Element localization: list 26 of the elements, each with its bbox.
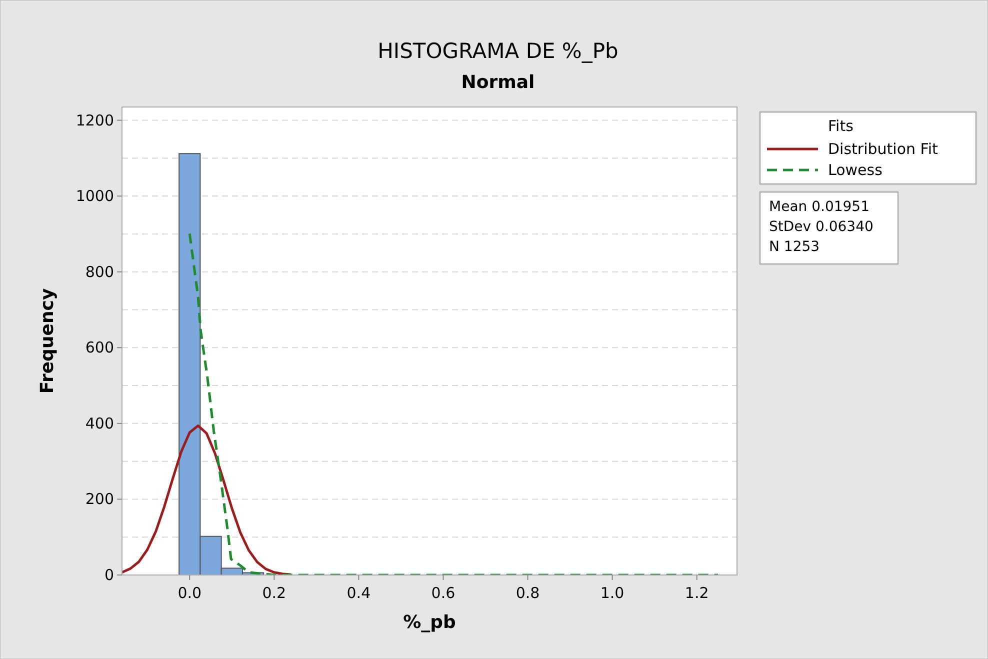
legend-label: Lowess: [828, 161, 883, 179]
y-tick-label: 1200: [76, 111, 114, 130]
y-tick-label: 200: [85, 490, 114, 508]
chart-subtitle: Normal: [461, 72, 535, 93]
x-tick-label: 0.4: [346, 584, 371, 602]
x-tick-label: 0.8: [516, 584, 540, 602]
chart-title: HISTOGRAMA DE %_Pb: [378, 39, 618, 63]
legend-title: Fits: [828, 117, 854, 135]
y-tick-label: 400: [85, 414, 114, 432]
x-tick-label: 1.2: [684, 584, 709, 602]
x-tick-label: 0.2: [262, 584, 286, 602]
line-series: [122, 424, 292, 575]
text: Mean 0.01951: [769, 199, 870, 215]
y-tick-label: 0: [104, 566, 114, 584]
y-axis-title: Frequency: [37, 288, 58, 394]
y-tick-label: 1000: [76, 187, 114, 206]
text: StDev 0.06340: [769, 219, 874, 235]
x-tick-label: 0.0: [178, 584, 202, 602]
x-axis-title: %_pb: [403, 612, 456, 633]
text: N 1253: [769, 239, 820, 255]
y-tick-label: 600: [85, 338, 114, 357]
legend-label: Distribution Fit: [828, 140, 938, 158]
line-series: [188, 232, 720, 575]
x-tick-label: 1.0: [600, 584, 624, 602]
x-tick-label: 0.6: [431, 584, 456, 602]
y-tick-label: 800: [85, 262, 114, 281]
